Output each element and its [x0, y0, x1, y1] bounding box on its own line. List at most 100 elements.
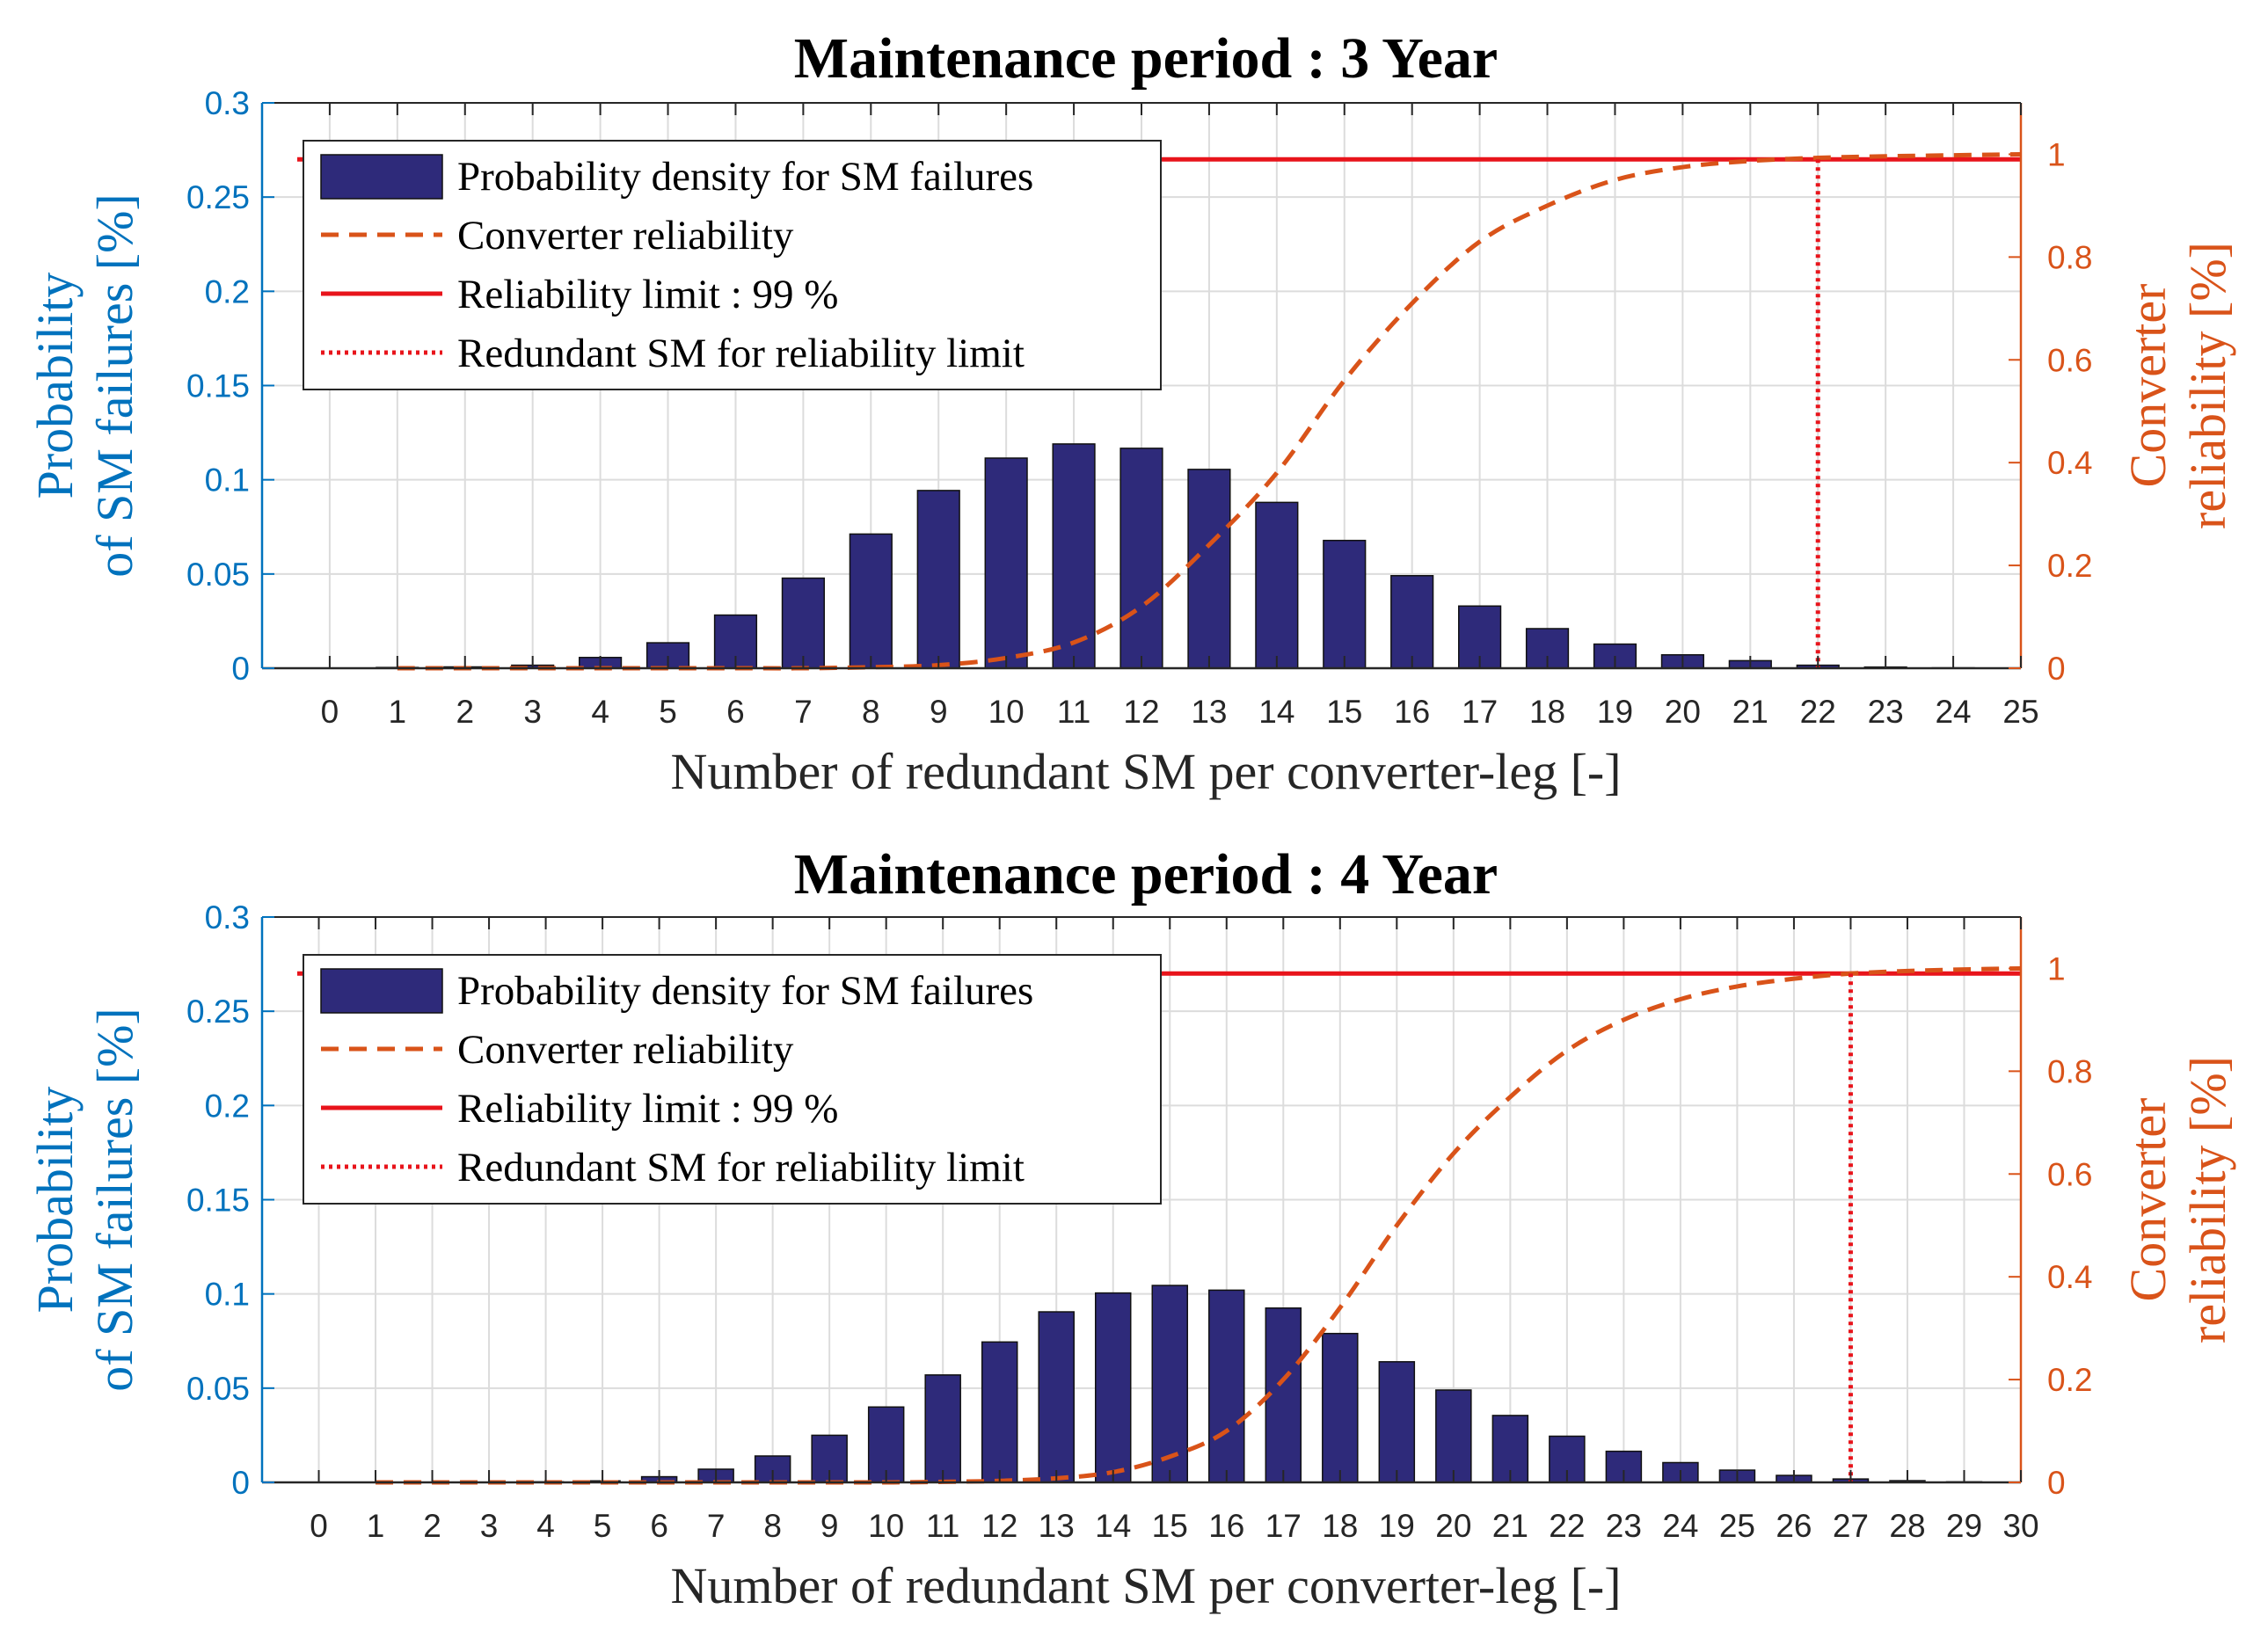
y-left-label-line-1: Probability — [26, 1087, 84, 1314]
y-left-tick-label-0: 0 — [231, 651, 250, 687]
bar-14 — [1094, 1292, 1132, 1483]
x-tick-label-23: 23 — [1868, 694, 1904, 730]
y-left-tick-label-5: 0.25 — [186, 994, 250, 1030]
bar-11 — [1052, 443, 1096, 669]
legend: Probability density for SM failures Conve… — [303, 954, 1162, 1205]
y-left-tick-label-4: 0.2 — [205, 1088, 250, 1124]
y-right-tick-label-3: 0.6 — [2047, 1156, 2092, 1192]
x-tick-label-0: 0 — [310, 1508, 328, 1544]
x-tick-label-11: 11 — [1057, 694, 1090, 730]
legend-label-0: Probability density for SM failures — [457, 154, 1033, 200]
x-tick-label-14: 14 — [1258, 694, 1294, 730]
legend-label-1: Converter reliability — [457, 1027, 794, 1073]
bar-7 — [781, 577, 825, 669]
y-left-label-line-1: Probability — [26, 273, 84, 499]
x-tick-label-12: 12 — [1123, 694, 1159, 730]
legend: Probability density for SM failures Conve… — [303, 140, 1162, 390]
bar-19 — [1378, 1361, 1416, 1483]
y-right-label-line-2: reliability [%] — [2179, 1056, 2236, 1343]
y-right-tick-label-2: 0.4 — [2047, 1259, 2092, 1295]
legend-label-3: Redundant SM for reliability limit — [457, 1145, 1025, 1190]
x-tick-label-3: 3 — [480, 1508, 499, 1544]
bar-16 — [1390, 575, 1434, 669]
x-tick-label-25: 25 — [2002, 694, 2038, 730]
legend-box — [303, 140, 1162, 390]
bar-12 — [1119, 448, 1163, 669]
x-tick-label-15: 15 — [1152, 1508, 1188, 1544]
x-tick-label-17: 17 — [1265, 1508, 1302, 1544]
bar-16 — [1208, 1289, 1245, 1483]
bar-series — [308, 443, 1975, 669]
x-tick-label-9: 9 — [930, 694, 948, 730]
legend-swatch-bars — [320, 154, 443, 200]
y-left-tick-label-1: 0.05 — [186, 557, 250, 593]
x-tick-label-10: 10 — [868, 1508, 904, 1544]
x-tick-label-28: 28 — [1889, 1508, 1925, 1544]
legend-box — [303, 954, 1162, 1205]
x-tick-label-30: 30 — [2002, 1508, 2038, 1544]
y-left-label-line-2: of SM failures [%] — [86, 1008, 143, 1392]
bar-18 — [1322, 1332, 1359, 1483]
reliability-curve — [397, 151, 2022, 671]
y-right-tick-label-3: 0.6 — [2047, 342, 2092, 378]
legend-label-2: Reliability limit : 99 % — [457, 1086, 838, 1132]
y-left-tick-label-6: 0.3 — [205, 85, 250, 121]
bar-13 — [1038, 1311, 1075, 1483]
x-tick-label-16: 16 — [1208, 1508, 1244, 1544]
x-tick-label-20: 20 — [1665, 694, 1701, 730]
x-tick-label-23: 23 — [1606, 1508, 1642, 1544]
y-right-label-line-2: reliability [%] — [2179, 242, 2236, 529]
x-tick-label-6: 6 — [650, 1508, 668, 1544]
y-left-tick-label-3: 0.15 — [186, 1183, 250, 1219]
y-left-tick-label-5: 0.25 — [186, 179, 250, 215]
x-tick-label-19: 19 — [1379, 1508, 1415, 1544]
x-tick-label-24: 24 — [1662, 1508, 1698, 1544]
x-tick-label-4: 4 — [536, 1508, 555, 1544]
x-tick-label-0: 0 — [321, 694, 339, 730]
y-right-tick-label-1: 0.2 — [2047, 548, 2092, 584]
chart-title: Maintenance period : 4 Year — [794, 842, 1498, 906]
y-left-tick-label-0: 0 — [231, 1465, 250, 1501]
x-tick-label-2: 2 — [456, 694, 474, 730]
y-left-tick-label-1: 0.05 — [186, 1371, 250, 1407]
bar-9 — [916, 490, 960, 669]
x-tick-label-4: 4 — [591, 694, 609, 730]
x-tick-label-12: 12 — [981, 1508, 1017, 1544]
legend-label-1: Converter reliability — [457, 213, 794, 258]
bar-15 — [1323, 539, 1367, 669]
x-tick-label-20: 20 — [1435, 1508, 1471, 1544]
x-tick-label-16: 16 — [1394, 694, 1430, 730]
x-tick-label-7: 7 — [707, 1508, 726, 1544]
x-tick-label-24: 24 — [1935, 694, 1971, 730]
y-left-tick-label-6: 0.3 — [205, 899, 250, 935]
x-tick-label-1: 1 — [389, 694, 407, 730]
bar-10 — [984, 457, 1028, 669]
x-tick-label-29: 29 — [1946, 1508, 1982, 1544]
x-tick-label-22: 22 — [1800, 694, 1836, 730]
x-tick-label-25: 25 — [1719, 1508, 1755, 1544]
x-tick-label-6: 6 — [726, 694, 745, 730]
y-left-label-line-2: of SM failures [%] — [86, 193, 143, 578]
x-tick-label-21: 21 — [1732, 694, 1768, 730]
x-axis-label: Number of redundant SM per converter-leg… — [670, 743, 1621, 800]
x-tick-label-3: 3 — [523, 694, 542, 730]
x-tick-label-15: 15 — [1326, 694, 1362, 730]
bar-8 — [849, 533, 893, 669]
y-left-tick-label-3: 0.15 — [186, 368, 250, 404]
x-tick-label-13: 13 — [1191, 694, 1227, 730]
x-tick-label-18: 18 — [1529, 694, 1565, 730]
x-tick-label-19: 19 — [1597, 694, 1633, 730]
x-tick-label-14: 14 — [1095, 1508, 1131, 1544]
y-left-tick-label-2: 0.1 — [205, 1277, 250, 1313]
x-tick-label-2: 2 — [423, 1508, 441, 1544]
y-right-tick-label-4: 0.8 — [2047, 239, 2092, 275]
x-tick-label-11: 11 — [926, 1508, 959, 1544]
x-tick-label-27: 27 — [1833, 1508, 1869, 1544]
x-tick-label-22: 22 — [1549, 1508, 1585, 1544]
y-right-tick-label-5: 1 — [2047, 950, 2066, 986]
x-tick-label-1: 1 — [367, 1508, 385, 1544]
x-tick-label-7: 7 — [794, 694, 813, 730]
chart-panel-1: 0 1 2 3 4 5 6 7 8 9 10 11 12 13 14 15 16 17 18 19 20 21 22 23 24… — [26, 842, 2236, 1614]
y-right-tick-label-5: 1 — [2047, 136, 2066, 172]
y-left-tick-label-2: 0.1 — [205, 462, 250, 499]
